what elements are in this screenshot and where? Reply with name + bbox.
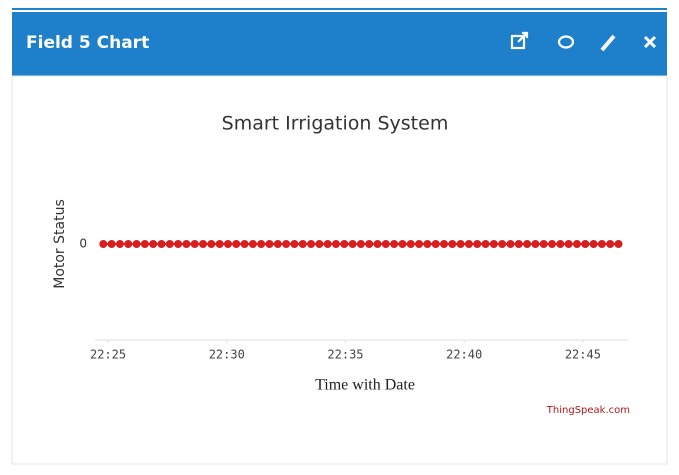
data-point <box>398 240 407 248</box>
comment-icon[interactable] <box>557 35 575 49</box>
top-rule <box>12 8 667 10</box>
data-point <box>257 240 266 248</box>
data-point <box>140 240 149 248</box>
chart-title: Smart Irrigation System <box>222 113 449 135</box>
y-tick-label: 0 <box>79 237 87 251</box>
data-point <box>448 240 457 248</box>
data-point <box>348 240 357 248</box>
data-point <box>207 240 216 248</box>
data-point <box>273 240 282 248</box>
data-point <box>373 240 382 248</box>
data-point <box>223 240 232 248</box>
data-point <box>440 240 449 248</box>
x-tick-label: 22:25 <box>90 348 126 362</box>
data-point <box>539 240 548 248</box>
x-tick-label: 22:40 <box>446 348 482 362</box>
data-point <box>340 240 349 248</box>
data-point <box>115 240 124 248</box>
data-point <box>406 240 415 248</box>
data-point <box>523 240 532 248</box>
data-point <box>614 240 623 248</box>
y-axis-label: Motor Status <box>52 199 68 289</box>
data-point <box>572 240 581 248</box>
data-point <box>606 240 615 248</box>
data-point <box>365 240 374 248</box>
close-icon[interactable] <box>643 35 657 49</box>
data-point <box>215 240 224 248</box>
data-point <box>199 240 208 248</box>
data-point <box>307 240 316 248</box>
data-point <box>381 240 390 248</box>
data-point <box>506 240 515 248</box>
data-point <box>589 240 598 248</box>
data-point <box>481 240 490 248</box>
data-point <box>99 240 108 248</box>
data-point <box>415 240 424 248</box>
data-point <box>323 240 332 248</box>
open-icon[interactable] <box>510 34 526 50</box>
data-point <box>174 240 183 248</box>
data-point <box>564 240 573 248</box>
data-point <box>124 240 133 248</box>
data-point <box>182 240 191 248</box>
data-point <box>240 240 249 248</box>
x-tick-label: 22:30 <box>209 348 245 362</box>
open-arrow <box>517 31 529 43</box>
data-point <box>107 240 116 248</box>
data-point <box>132 240 141 248</box>
data-point <box>265 240 274 248</box>
data-point <box>514 240 523 248</box>
header-bar <box>12 12 667 76</box>
data-point <box>548 240 557 248</box>
data-point <box>464 240 473 248</box>
data-point <box>431 240 440 248</box>
data-point <box>597 240 606 248</box>
data-point <box>456 240 465 248</box>
data-point <box>282 240 291 248</box>
header-title: Field 5 Chart <box>26 33 149 53</box>
data-point <box>232 240 241 248</box>
data-point <box>315 240 324 248</box>
data-point <box>149 240 158 248</box>
data-point <box>489 240 498 248</box>
panel <box>11 75 668 465</box>
data-point <box>390 240 399 248</box>
data-point <box>498 240 507 248</box>
data-point <box>298 240 307 248</box>
x-tick-label: 22:35 <box>327 348 363 362</box>
data-point <box>356 240 365 248</box>
header-icons[interactable] <box>510 31 657 52</box>
data-point <box>157 240 166 248</box>
data-point <box>248 240 257 248</box>
data-point <box>473 240 482 248</box>
data-point <box>165 240 174 248</box>
data-point <box>331 240 340 248</box>
x-tick-label: 22:45 <box>565 348 601 362</box>
credit[interactable]: ThingSpeak.com <box>546 405 630 416</box>
data-point <box>581 240 590 248</box>
data-point <box>190 240 199 248</box>
data-point <box>556 240 565 248</box>
edit-icon[interactable] <box>600 34 616 52</box>
data-point <box>423 240 432 248</box>
data-point <box>531 240 540 248</box>
data-point <box>290 240 299 248</box>
x-axis-label: Time with Date <box>315 377 415 394</box>
